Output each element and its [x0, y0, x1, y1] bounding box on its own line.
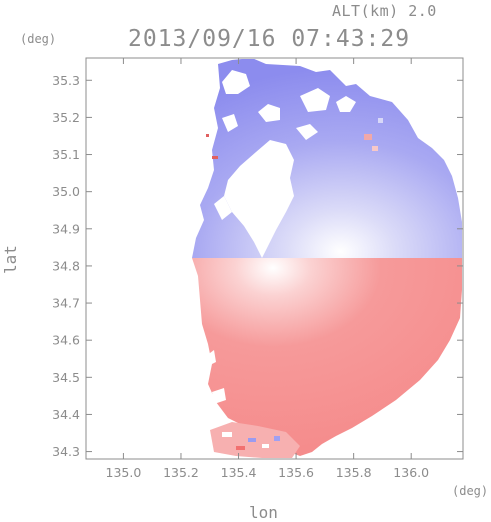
- y-tick-label: 34.8: [52, 258, 80, 273]
- echo-region-south: [192, 258, 462, 456]
- x-tick-label: 135.4: [221, 465, 257, 480]
- y-tick-label: 35.2: [52, 110, 80, 125]
- echo-gaps: [206, 70, 356, 404]
- y-axis-unit: (deg): [20, 32, 57, 46]
- echo-speckles: [206, 118, 383, 450]
- y-tick-label: 34.9: [52, 221, 80, 236]
- velocity-field: [192, 59, 462, 458]
- y-tick-label: 34.6: [52, 333, 80, 348]
- x-tick-label: 135.2: [163, 465, 199, 480]
- y-tick-label: 34.7: [52, 296, 80, 311]
- x-axis-unit: (deg): [452, 484, 489, 498]
- plot-frame: [85, 57, 464, 460]
- x-axis-ticks: 135.0 135.2 135.4 135.6 135.8 136.0: [106, 58, 429, 480]
- y-tick-label: 34.3: [52, 444, 80, 459]
- y-tick-label: 34.5: [52, 370, 80, 385]
- y-tick-label: 34.4: [52, 407, 80, 422]
- altitude-label: ALT(km) 2.0: [332, 2, 437, 20]
- timestamp-title: 2013/09/16 07:43:29: [128, 26, 411, 52]
- x-tick-label: 136.0: [393, 465, 429, 480]
- x-tick-label: 135.6: [278, 465, 314, 480]
- y-tick-label: 35.0: [52, 184, 80, 199]
- y-axis-ticks: 34.3 34.4 34.5 34.6 34.7 34.8 34.9 35.0 35.1 35.2…: [52, 73, 463, 459]
- x-axis-label: lon: [249, 503, 278, 522]
- x-tick-label: 135.8: [336, 465, 372, 480]
- x-tick-label: 135.0: [106, 465, 142, 480]
- y-tick-label: 35.3: [52, 73, 80, 88]
- y-tick-label: 35.1: [52, 147, 80, 162]
